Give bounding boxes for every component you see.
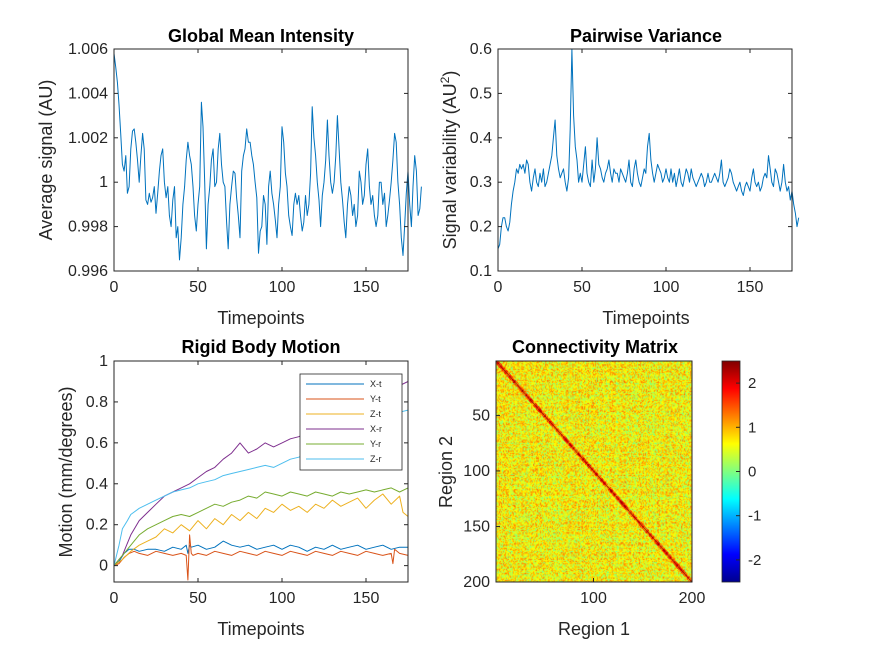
colorbar-tick-label: -1: [748, 508, 761, 525]
y-tick-label: 0: [99, 558, 108, 575]
x-tick-label: 200: [679, 590, 706, 607]
y-tick-label: 0.996: [68, 263, 108, 280]
y-axis-label: Signal variability (AU2): [438, 71, 460, 250]
y-axis-label-superscript: 2: [438, 76, 452, 83]
y-tick-label: 50: [472, 407, 490, 424]
x-tick-label: 150: [353, 590, 380, 607]
y-tick-label: 1.006: [68, 41, 108, 58]
series-line-y-r: [113, 487, 409, 566]
plot-frame: [497, 48, 793, 272]
legend-entry: Y-r: [370, 439, 381, 449]
x-axis-label: Timepoints: [602, 308, 689, 328]
legend-entry: Z-r: [370, 454, 382, 464]
x-tick-label: 150: [737, 279, 764, 296]
series-line-y-t: [113, 534, 409, 581]
y-axis-label-end: ): [440, 71, 460, 77]
y-tick-label: 0.2: [470, 219, 492, 236]
colorbar-tick-label: -2: [748, 552, 761, 569]
x-axis-label: Region 1: [558, 619, 630, 639]
y-tick-label: 0.6: [86, 435, 108, 452]
plot-frame: [113, 48, 409, 272]
panel-rigid-body-motion: Rigid Body Motion 0 50 100 150 0 0.2 0.4 0.6 0.8…: [56, 337, 409, 639]
y-tick-label: 0.4: [470, 130, 492, 147]
y-tick-label: 0.6: [470, 41, 492, 58]
x-axis-label: Timepoints: [217, 619, 304, 639]
chart-title: Rigid Body Motion: [182, 337, 341, 357]
colorbar-tick-label: 2: [748, 375, 756, 392]
x-tick-label: 0: [110, 279, 119, 296]
y-tick-label: 0.8: [86, 394, 108, 411]
connectivity-heatmap: [496, 361, 692, 582]
x-tick-label: 150: [353, 279, 380, 296]
y-tick-label: 0.998: [68, 219, 108, 236]
x-tick-label: 0: [110, 590, 119, 607]
x-tick-label: 100: [269, 279, 296, 296]
x-tick-label: 0: [494, 279, 503, 296]
colorbar-tick-label: 0: [748, 464, 756, 481]
heatmap-container: [496, 361, 692, 582]
y-tick-label: 0.5: [470, 85, 492, 102]
series-line-x-t: [113, 540, 408, 566]
x-tick-label: 100: [580, 590, 607, 607]
y-tick-label: 0.4: [86, 476, 108, 493]
y-tick-label: 0.2: [86, 517, 108, 534]
y-tick-label: 200: [463, 574, 490, 591]
series-line-z-t: [113, 493, 409, 567]
y-axis-label-main: Signal variability (AU: [440, 83, 460, 249]
legend-box: [299, 373, 403, 471]
series-line-0: [113, 53, 422, 261]
panel-global-mean-intensity: Global Mean Intensity 0 50 100 150 0.996 0.99…: [36, 26, 422, 328]
legend-entry: Y-t: [370, 394, 381, 404]
y-tick-label: 1: [99, 174, 108, 191]
x-tick-label: 50: [573, 279, 591, 296]
y-tick-label: 1: [99, 353, 108, 370]
x-tick-label: 100: [269, 590, 296, 607]
y-tick-label: 150: [463, 518, 490, 535]
y-tick-label: 100: [463, 463, 490, 480]
legend-entry: X-r: [370, 424, 382, 434]
plot-frame: [113, 360, 409, 583]
panel-connectivity-matrix: Connectivity Matrix 100 200 50 100 150 200 Re…: [436, 337, 761, 639]
y-tick-label: 0.3: [470, 174, 492, 191]
y-axis-label: Average signal (AU): [36, 80, 56, 241]
y-tick-label: 1.004: [68, 85, 108, 102]
colorbar-tick-label: 1: [748, 419, 756, 436]
panel-pairwise-variance: Pairwise Variance 0 50 100 150 0.1 0.2 0.3 0.4 0…: [438, 26, 800, 328]
x-tick-label: 50: [189, 279, 207, 296]
legend-entry: Z-t: [370, 409, 381, 419]
chart-title: Connectivity Matrix: [512, 337, 678, 357]
x-tick-label: 100: [653, 279, 680, 296]
series-line-0: [497, 48, 800, 249]
chart-title: Global Mean Intensity: [168, 26, 354, 46]
chart-title: Pairwise Variance: [570, 26, 722, 46]
y-tick-label: 1.002: [68, 130, 108, 147]
x-tick-label: 50: [189, 590, 207, 607]
legend-entry: X-t: [370, 379, 382, 389]
y-axis-label: Motion (mm/degrees): [56, 386, 76, 557]
legend: X-t Y-t Z-t X-r Y-r Z-r: [299, 373, 403, 471]
y-tick-label: 0.1: [470, 263, 492, 280]
y-axis-label: Region 2: [436, 436, 456, 508]
x-axis-label: Timepoints: [217, 308, 304, 328]
